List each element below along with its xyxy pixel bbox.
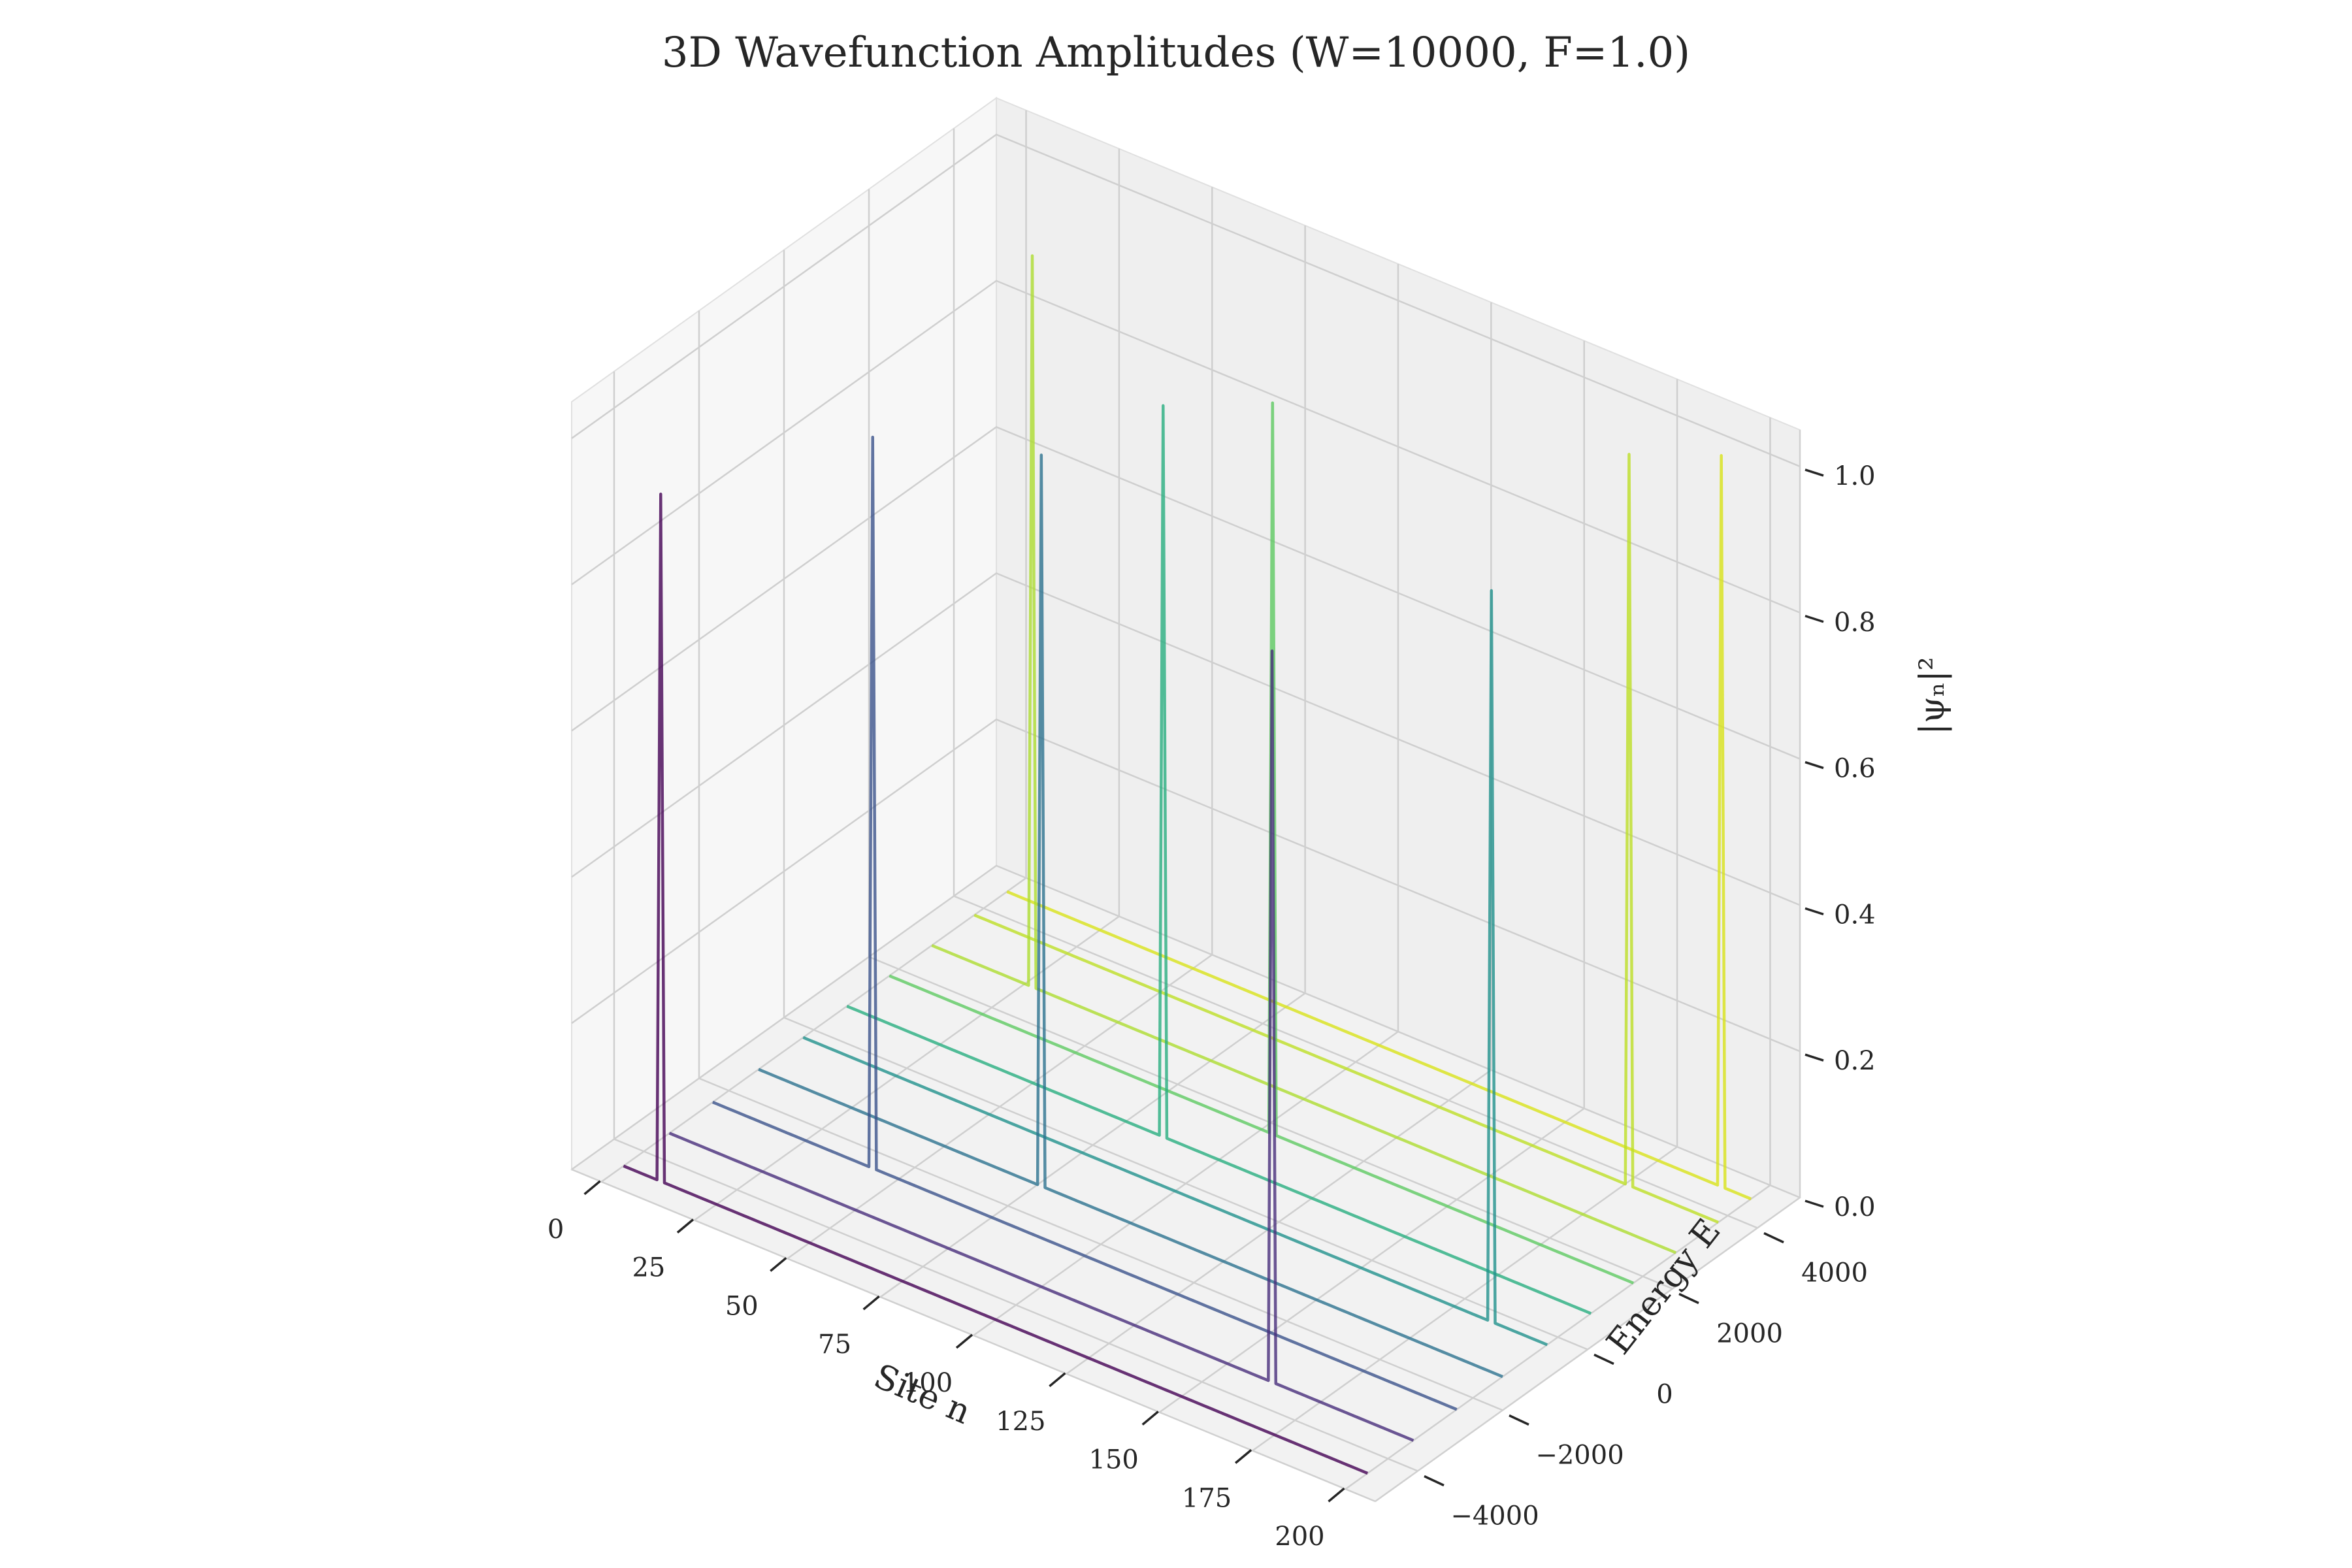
y-tick-label: −2000 [1535, 1441, 1624, 1471]
x-tick-label: 150 [1089, 1445, 1139, 1475]
y-tick-mark [1763, 1232, 1784, 1244]
y-tick-mark [1509, 1414, 1529, 1426]
x-tick-mark [583, 1180, 601, 1196]
grid-line-z [571, 280, 1801, 613]
z-axis-label: |ψₙ|² [1913, 657, 1952, 734]
grid-line-z [571, 864, 1801, 1199]
x-tick-label: 0 [547, 1215, 564, 1245]
y-tick-mark [1678, 1292, 1699, 1305]
z-tick-mark [1805, 468, 1824, 477]
grid-line-z [571, 718, 1801, 1053]
z-tick-mark [1805, 1200, 1824, 1208]
grid-line-z [571, 426, 1801, 760]
x-tick-mark [955, 1333, 973, 1349]
grid-line-z [571, 133, 1801, 468]
x-tick-mark [1049, 1372, 1066, 1388]
x-tick-mark [770, 1257, 787, 1272]
x-tick-label: 125 [996, 1407, 1045, 1437]
series-line-2 [711, 435, 1458, 1411]
axis-ticks: 0 25 50 75 100 125 150 175 200 −4000 −2000 0 2000 400… [547, 430, 1876, 1552]
z-tick-label: 0.2 [1834, 1046, 1876, 1076]
x-tick-label: 25 [632, 1253, 665, 1283]
x-axis-line [571, 1168, 1376, 1503]
x-tick-label: 200 [1275, 1522, 1324, 1552]
y-tick-label: 0 [1656, 1380, 1673, 1410]
z-tick-label: 0.6 [1834, 754, 1876, 784]
y-tick-mark [1593, 1353, 1614, 1365]
z-tick-label: 1.0 [1834, 461, 1876, 491]
x-tick-label: 50 [725, 1291, 759, 1321]
x-tick-mark [676, 1218, 694, 1233]
x-tick-label: 75 [818, 1330, 851, 1360]
z-tick-mark [1805, 907, 1824, 916]
y-tick-label: 2000 [1716, 1319, 1783, 1349]
z-tick-mark [1805, 760, 1824, 770]
y-tick-mark [1424, 1475, 1445, 1487]
series-line-1 [668, 649, 1414, 1442]
z-tick-mark [1805, 1053, 1824, 1062]
y-tick-label: −4000 [1450, 1501, 1539, 1531]
z-tick-mark [1805, 615, 1824, 623]
series-line-3 [758, 453, 1503, 1379]
grid-line-z [571, 572, 1801, 906]
series-lines [623, 254, 1752, 1475]
z-tick-label: 0.0 [1834, 1192, 1876, 1222]
x-tick-mark [862, 1295, 880, 1311]
series-line-7 [931, 254, 1677, 1254]
chart-title: 3D Wavefunction Amplitudes (W=10000, F=1… [661, 29, 1691, 77]
z-tick-label: 0.4 [1834, 900, 1876, 930]
x-tick-mark [1234, 1449, 1252, 1464]
series-line-6 [889, 401, 1635, 1284]
series-line-5 [846, 404, 1592, 1315]
x-tick-label: 100 [903, 1368, 953, 1398]
x-tick-mark [1328, 1487, 1345, 1503]
x-tick-label: 175 [1182, 1483, 1232, 1513]
series-line-4 [802, 589, 1548, 1347]
z-tick-label: 0.8 [1834, 608, 1876, 638]
y-tick-label: 4000 [1801, 1258, 1868, 1288]
series-line-9 [1006, 453, 1752, 1201]
series-line-0 [623, 492, 1369, 1475]
y-axis-line [1375, 1196, 1801, 1503]
series-line-8 [973, 453, 1720, 1224]
x-tick-mark [1141, 1411, 1159, 1426]
